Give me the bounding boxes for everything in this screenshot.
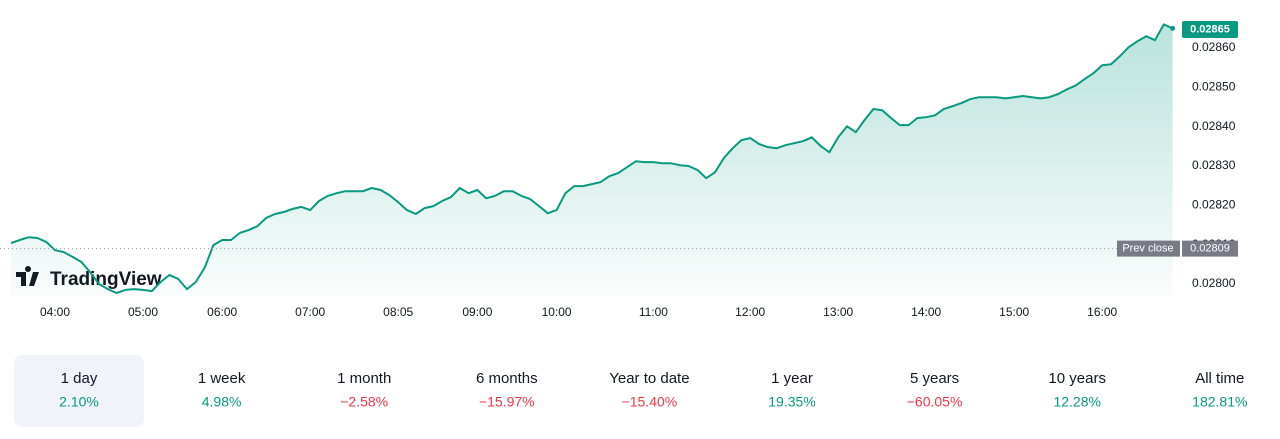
x-tick-label: 13:00 — [823, 305, 853, 319]
period-selected — [14, 355, 144, 427]
x-tick-label: 11:00 — [639, 305, 668, 319]
x-tick-label: 16:00 — [1087, 305, 1117, 319]
period-label: 1 year — [771, 370, 813, 387]
period-button[interactable]: 6 months −15.97% — [476, 370, 538, 410]
period-button[interactable]: 1 month −2.58% — [337, 370, 391, 410]
period-change: 4.98% — [202, 394, 242, 410]
period-change: −2.58% — [340, 394, 388, 410]
price-line — [10, 23, 1174, 294]
x-tick-label: 14:00 — [911, 305, 941, 319]
y-tick-label: 0.02820 — [1192, 198, 1236, 212]
prev-close-tag — [1117, 240, 1180, 257]
period-change: −60.05% — [907, 394, 963, 410]
y-tick-label: 0.02850 — [1192, 80, 1236, 94]
y-tick-label: 0.02830 — [1192, 158, 1236, 172]
x-tick-label: 05:00 — [128, 305, 158, 319]
x-tick-label: 07:00 — [295, 305, 325, 319]
period-change: 19.35% — [768, 394, 815, 410]
x-tick-label: 06:00 — [207, 305, 237, 319]
period-label: 10 years — [1048, 370, 1106, 387]
period-button[interactable]: 10 years 12.28% — [1048, 370, 1106, 410]
x-tick-label: 12:00 — [735, 305, 765, 319]
area — [11, 24, 1173, 296]
period-label: All time — [1195, 370, 1244, 387]
period-label: 1 day — [61, 370, 98, 387]
last-price-label: 0.02865 — [1190, 23, 1230, 35]
period-label: 1 month — [337, 370, 391, 387]
period-button[interactable]: 1 week 4.98% — [198, 370, 246, 410]
period-change: 2.10% — [59, 394, 99, 410]
period-button[interactable]: 5 years −60.05% — [907, 370, 963, 410]
period-button[interactable]: 1 day 2.10% — [59, 370, 99, 410]
period-change: 182.81% — [1192, 394, 1247, 410]
y-tick-label: 0.02860 — [1192, 40, 1236, 54]
x-tick-label: 15:00 — [999, 305, 1029, 319]
last-point — [1170, 25, 1176, 31]
period-label: 5 years — [910, 370, 959, 387]
period-button[interactable]: 1 year 19.35% — [768, 370, 815, 410]
y-tick-label: 0.02840 — [1192, 119, 1236, 133]
y-tick-label: 0.02800 — [1192, 276, 1236, 290]
period-label: Year to date — [609, 370, 689, 387]
period-button[interactable]: All time 182.81% — [1192, 370, 1247, 410]
period-label: 6 months — [476, 370, 538, 387]
x-tick-label: 08:05 — [383, 305, 413, 319]
prev-close-value-tag — [1182, 240, 1238, 257]
last-price-tag — [1182, 21, 1238, 38]
period-change: 12.28% — [1053, 394, 1100, 410]
prev-close-label: Prev close — [1122, 243, 1173, 255]
x-tick-label: 04:00 — [40, 305, 70, 319]
x-tick-label: 10:00 — [542, 305, 572, 319]
period-change: −15.97% — [479, 394, 535, 410]
period-button[interactable]: Year to date −15.40% — [609, 370, 689, 410]
prev-close-value: 0.02809 — [1190, 243, 1230, 255]
period-label: 1 week — [198, 370, 246, 387]
period-change: −15.40% — [622, 394, 678, 410]
x-tick-label: 09:00 — [462, 305, 492, 319]
